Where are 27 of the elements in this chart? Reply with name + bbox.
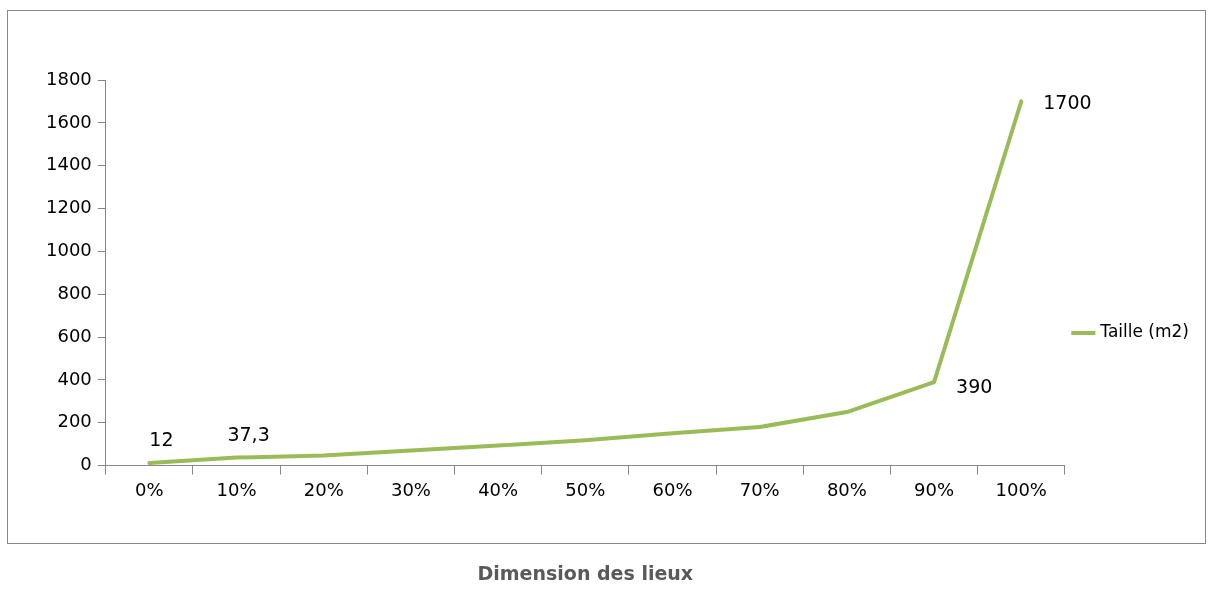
- y-tick-label: 1600: [46, 110, 92, 132]
- data-label: 390: [956, 374, 993, 397]
- y-tick-label: 1000: [46, 239, 92, 261]
- y-tick-label: 1200: [46, 196, 92, 218]
- legend-label: Taille (m2): [1099, 321, 1190, 342]
- x-axis-title: Dimension des lieux: [477, 561, 694, 584]
- y-tick-label: 1800: [46, 67, 92, 89]
- x-tick-label: 70%: [739, 479, 780, 501]
- x-tick-label: 80%: [826, 479, 867, 501]
- x-tick-label: 20%: [303, 479, 344, 501]
- y-tick-label: 400: [57, 367, 92, 389]
- y-tick-label: 200: [57, 410, 92, 432]
- x-tick-label: 30%: [390, 479, 431, 501]
- x-tick-label: 90%: [914, 479, 955, 501]
- y-tick-label: 600: [57, 324, 92, 346]
- y-tick-label: 800: [57, 281, 92, 303]
- x-tick-label: 10%: [216, 479, 257, 501]
- data-label: 1700: [1043, 91, 1092, 114]
- y-tick-label: 0: [80, 453, 92, 475]
- data-label: 12: [149, 428, 174, 451]
- x-tick-label: 100%: [995, 479, 1047, 501]
- x-tick-label: 60%: [652, 479, 693, 501]
- x-tick-label: 40%: [478, 479, 519, 501]
- y-tick-label: 1400: [46, 153, 92, 175]
- x-tick-label: 50%: [565, 479, 606, 501]
- data-label: 37,3: [227, 423, 270, 446]
- x-tick-label: 0%: [135, 479, 164, 501]
